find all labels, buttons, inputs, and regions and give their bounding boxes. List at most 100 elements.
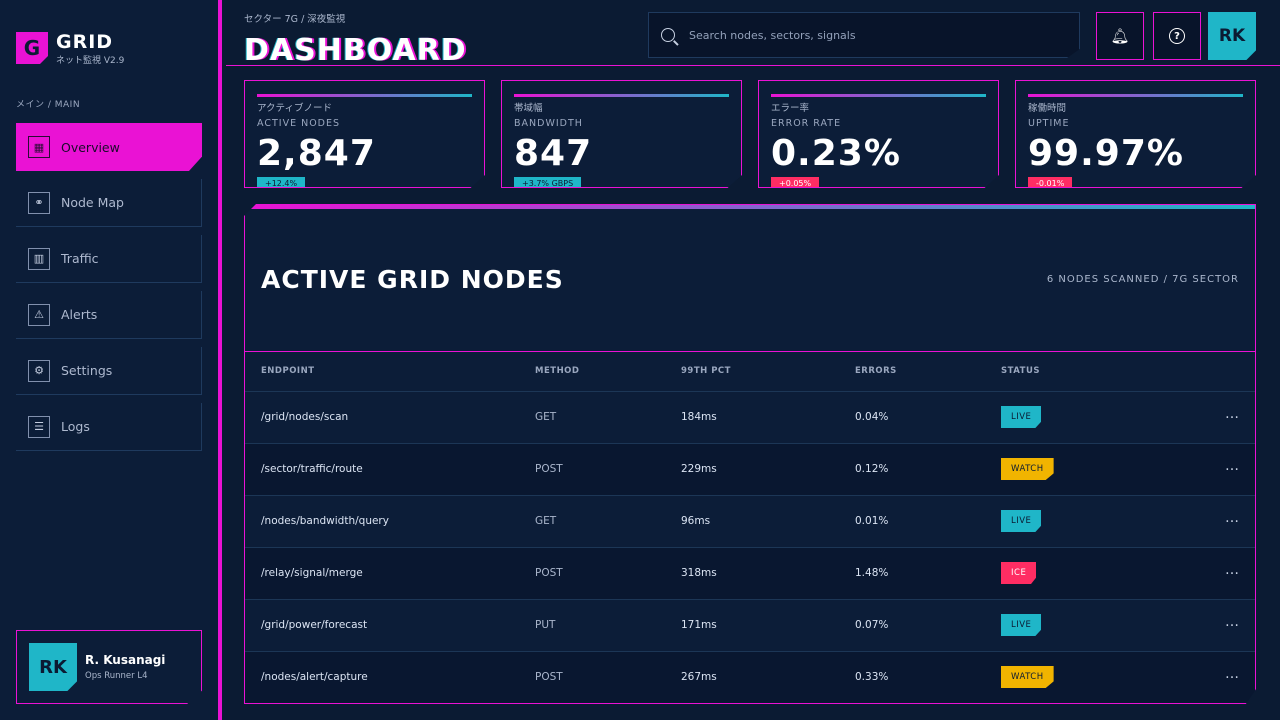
row-menu-icon[interactable]: … [1225,666,1239,682]
sidebar-item-label: Node Map [61,195,124,210]
col-99th-pct[interactable]: 99TH PCT [681,366,731,376]
stat-value: 0.23% [771,133,901,174]
stat-label-jp: 帯域幅 [514,103,543,114]
table-header: ENDPOINT METHOD 99TH PCT ERRORS STATUS [245,351,1255,391]
panel-meta: 6 NODES SCANNED / 7G SECTOR [1046,274,1239,285]
col-status[interactable]: STATUS [1001,366,1041,376]
brand-subtitle: ネット監視 V2.9 [56,53,124,66]
user-info: R. Kusanagi Ops Runner L4 [85,653,165,681]
row-menu-icon[interactable]: … [1225,614,1239,630]
stat-label-jp: 稼働時間 [1028,103,1067,114]
brand-logo-icon: G [16,32,48,64]
cell-99th-pct: 171ms [681,619,717,631]
cell-99th-pct: 184ms [681,411,717,423]
sidebar-item-label: Traffic [61,251,99,266]
cell-method: POST [535,671,563,683]
table-row[interactable]: /nodes/alert/capture POST 267ms 0.33% WATCH… [245,651,1255,703]
stat-value: 2,847 [257,133,376,174]
status-badge: WATCH [1001,458,1054,480]
row-menu-icon[interactable]: … [1225,406,1239,422]
stat-label-jp: エラー率 [771,103,810,114]
nodes-icon: ⚭ [28,191,50,214]
stat-accent-bar [257,94,472,97]
panel-title: ACTIVE GRID NODES [261,265,564,294]
brand[interactable]: G GRID ネット監視 V2.9 [16,32,124,66]
sidebar-item-label: Overview [61,139,120,155]
brand-version: V2.9 [103,56,125,66]
brand-name: GRID [56,31,114,53]
cell-method: GET [535,411,557,423]
cell-errors: 0.07% [855,619,889,631]
sidebar: G GRID ネット監視 V2.9 メイン / MAIN ▦ Overview ⚭ N… [0,0,222,720]
cell-method: POST [535,567,563,579]
col-errors[interactable]: ERRORS [855,366,897,376]
sidebar-item-alerts[interactable]: ⚠ Alerts [16,291,202,339]
table-row[interactable]: /grid/power/forecast PUT 171ms 0.07% LIVE… [245,599,1255,651]
brand-sub-label: ネット監視 [56,56,102,66]
stat-delta-badge: +3.7% GBPS [514,177,582,187]
status-badge: ICE [1001,562,1037,584]
row-menu-icon[interactable]: … [1225,458,1239,474]
sidebar-item-settings[interactable]: ⚙ Settings [16,347,202,395]
sidebar-item-traffic[interactable]: ▥ Traffic [16,235,202,283]
help-icon: ? [1169,28,1185,44]
cell-99th-pct: 96ms [681,515,711,527]
row-menu-icon[interactable]: … [1225,510,1239,526]
col-endpoint[interactable]: ENDPOINT [261,366,315,376]
topbar: セクター 7G / 深夜監視 DASHBOARD 🔔︎ ? RK [226,0,1280,68]
status-badge: LIVE [1001,406,1042,428]
sidebar-item-label: Settings [61,363,113,378]
sidebar-item-label: Logs [61,419,90,434]
stat-delta-badge: -0.01% [1028,177,1073,187]
cell-endpoint: /grid/power/forecast [261,619,368,631]
stat-card-active-nodes: アクティブノード ACTIVE NODES 2,847 +12.4% [244,80,485,188]
cell-errors: 0.33% [855,671,889,683]
document-icon: ☰ [28,415,50,438]
col-method[interactable]: METHOD [535,366,580,376]
stat-value: 847 [514,133,593,174]
stat-label: ACTIVE NODES [257,118,341,129]
search-input[interactable] [689,28,1069,42]
cell-endpoint: /relay/signal/merge [261,567,363,579]
notifications-button[interactable]: 🔔︎ [1096,12,1144,60]
stat-label: ERROR RATE [771,118,842,129]
user-card[interactable]: RK R. Kusanagi Ops Runner L4 [16,630,202,704]
table-row[interactable]: /grid/nodes/scan GET 184ms 0.04% LIVE … [245,391,1255,443]
sidebar-item-node-map[interactable]: ⚭ Node Map [16,179,202,227]
header-avatar[interactable]: RK [1208,12,1256,60]
sidebar-nav: ▦ Overview ⚭ Node Map ▥ Traffic ⚠ Alerts ⚙ Settin… [16,123,202,459]
sidebar-item-overview[interactable]: ▦ Overview [16,123,202,171]
cell-errors: 0.12% [855,463,889,475]
row-menu-icon[interactable]: … [1225,562,1239,578]
help-button[interactable]: ? [1153,12,1201,60]
cell-errors: 0.01% [855,515,889,527]
cell-99th-pct: 318ms [681,567,717,579]
table-row[interactable]: /relay/signal/merge POST 318ms 1.48% ICE… [245,547,1255,599]
search-icon [661,28,675,42]
user-name: R. Kusanagi [85,653,166,667]
sidebar-item-logs[interactable]: ☰ Logs [16,403,202,451]
bell-icon: 🔔︎ [1110,27,1130,45]
table-row[interactable]: /nodes/bandwidth/query GET 96ms 0.01% LIVE… [245,495,1255,547]
table-row[interactable]: /sector/traffic/route POST 229ms 0.12% WATCH… [245,443,1255,495]
cell-endpoint: /nodes/bandwidth/query [261,515,389,527]
breadcrumb: セクター 7G / 深夜監視 [244,14,346,25]
nodes-panel: ACTIVE GRID NODES 6 NODES SCANNED / 7G S… [244,204,1256,704]
stat-accent-bar [514,94,729,97]
cell-errors: 0.04% [855,411,889,423]
stat-value: 99.97% [1028,133,1184,174]
page-title: DASHBOARD [244,33,467,68]
status-badge: LIVE [1001,510,1042,532]
cell-99th-pct: 229ms [681,463,717,475]
user-role: Ops Runner L4 [85,671,148,681]
cell-method: PUT [535,619,556,631]
user-avatar: RK [29,643,77,691]
cell-method: POST [535,463,563,475]
cell-endpoint: /grid/nodes/scan [261,411,349,423]
stat-card-uptime: 稼働時間 UPTIME 99.97% -0.01% [1015,80,1256,188]
stat-accent-bar [771,94,986,97]
search-box[interactable] [648,12,1080,58]
stat-delta-badge: +12.4% [257,177,306,187]
cell-endpoint: /sector/traffic/route [261,463,363,475]
nav-section-label: メイン / MAIN [16,100,81,110]
